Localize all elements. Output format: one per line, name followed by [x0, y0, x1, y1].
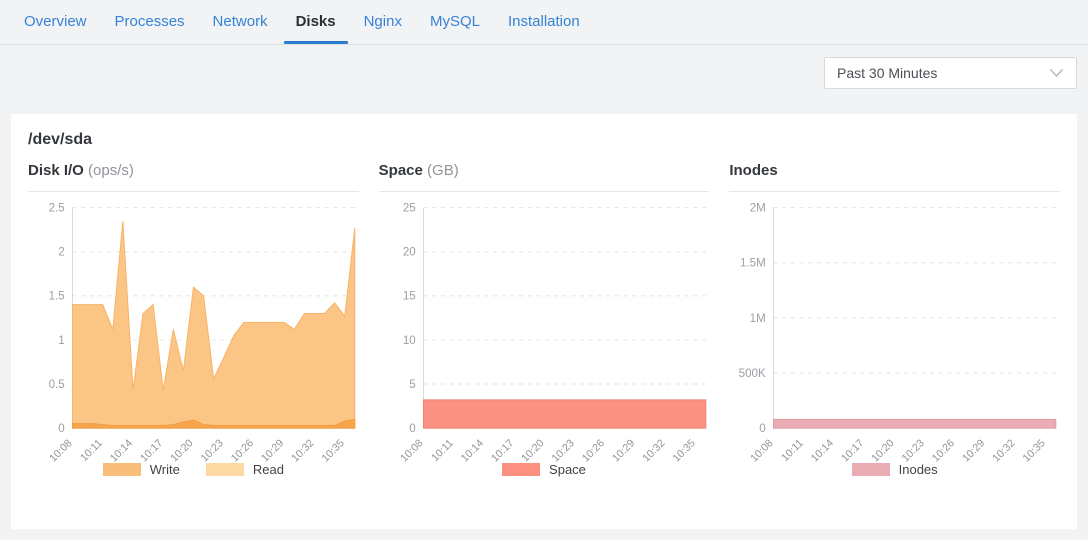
legend-item-read: Read — [205, 462, 284, 478]
svg-text:10:11: 10:11 — [779, 437, 806, 464]
svg-text:10:35: 10:35 — [320, 437, 347, 464]
svg-text:10:20: 10:20 — [519, 437, 546, 464]
legend-item-inodes: Inodes — [851, 462, 938, 478]
disk-io-chart: 00.511.522.510:08 10:11 10:14 10:17 10:20 10:… — [47, 202, 356, 464]
chevron-down-icon — [1049, 68, 1064, 78]
chart-unit: (ops/s) — [88, 162, 134, 179]
legend-swatch-write — [102, 463, 141, 477]
tab-processes[interactable]: Processes — [114, 13, 185, 30]
svg-text:20: 20 — [402, 246, 415, 259]
svg-text:0.5: 0.5 — [49, 378, 65, 391]
svg-text:10:08: 10:08 — [398, 437, 425, 464]
chart-panels: Disk I/O (ops/s) 0 0.5 1 1.5 2 2.5 10:08 10:11 1… — [28, 162, 1060, 477]
tab-disks[interactable]: Disks — [282, 0, 350, 44]
toolbar: Past 30 Minutes — [0, 45, 1088, 89]
time-range-select[interactable]: Past 30 Minutes — [824, 57, 1077, 89]
tab-installation[interactable]: Installation — [507, 13, 580, 30]
svg-text:0: 0 — [58, 422, 64, 435]
svg-text:10:26: 10:26 — [930, 437, 957, 464]
device-card: /dev/sda Disk I/O (ops/s) 0 0.5 1 1.5 2 2.5 10… — [11, 114, 1077, 529]
tab-bar: Overview Processes Network Disks Nginx MySQL I… — [0, 0, 1088, 45]
svg-text:1.5M: 1.5M — [740, 257, 766, 270]
svg-text:10:26: 10:26 — [579, 437, 606, 464]
svg-text:10:14: 10:14 — [458, 437, 485, 464]
svg-text:500K: 500K — [739, 367, 766, 380]
svg-text:10:29: 10:29 — [259, 437, 286, 464]
chart-unit: (GB) — [427, 162, 459, 179]
chart-title: Inodes — [729, 162, 778, 179]
svg-text:10:32: 10:32 — [991, 437, 1018, 464]
chart-panel-disk-io: Disk I/O (ops/s) 0 0.5 1 1.5 2 2.5 10:08 10:11 1… — [28, 162, 359, 477]
chart-panel-space: Space (GB) 0 5 10 15 20 25 10:08 10:11 10:14 10:1… — [378, 162, 710, 477]
legend-label: Inodes — [898, 462, 938, 478]
svg-text:10:17: 10:17 — [839, 437, 866, 464]
svg-text:1M: 1M — [750, 312, 766, 325]
tab-nginx[interactable]: Nginx — [363, 13, 402, 30]
svg-text:1.5: 1.5 — [49, 290, 65, 303]
legend-item-write: Write — [102, 462, 180, 478]
svg-text:10:17: 10:17 — [138, 437, 165, 464]
panel-title: Disk I/O (ops/s) — [28, 162, 359, 192]
panel-title: Space (GB) — [378, 162, 710, 192]
chart-title: Disk I/O — [28, 162, 84, 179]
chart-title: Space — [378, 162, 423, 179]
chart-panel-inodes: Inodes 0 500K 1M 1.5M 2M 10:08 10:11 10:14 10:17… — [729, 162, 1060, 477]
legend-swatch-read — [205, 463, 244, 477]
tab-mysql[interactable]: MySQL — [429, 13, 480, 30]
tab-overview[interactable]: Overview — [24, 13, 87, 30]
legend-swatch-space — [502, 463, 541, 477]
svg-text:10:35: 10:35 — [1021, 437, 1048, 464]
svg-text:0: 0 — [760, 422, 766, 435]
svg-text:25: 25 — [402, 202, 415, 215]
time-range-value: Past 30 Minutes — [837, 65, 938, 81]
svg-text:10:32: 10:32 — [289, 437, 316, 464]
svg-text:10:35: 10:35 — [670, 437, 697, 464]
svg-text:0: 0 — [409, 422, 415, 435]
svg-text:10:20: 10:20 — [870, 437, 897, 464]
svg-text:10:23: 10:23 — [900, 437, 927, 464]
svg-text:15: 15 — [402, 290, 415, 303]
svg-text:1: 1 — [58, 334, 64, 347]
svg-text:10:17: 10:17 — [489, 437, 516, 464]
svg-text:10:23: 10:23 — [549, 437, 576, 464]
legend-label: Space — [549, 462, 586, 478]
panel-title: Inodes — [729, 162, 1060, 192]
svg-text:10:14: 10:14 — [108, 437, 135, 464]
disk-io-legend: Write Read — [28, 462, 359, 477]
svg-text:2: 2 — [58, 246, 64, 259]
legend-label: Write — [149, 462, 180, 478]
device-title: /dev/sda — [28, 131, 93, 148]
svg-text:10:23: 10:23 — [199, 437, 226, 464]
svg-text:10:32: 10:32 — [640, 437, 667, 464]
svg-text:10:20: 10:20 — [168, 437, 195, 464]
svg-text:10: 10 — [402, 334, 415, 347]
svg-text:10:08: 10:08 — [47, 437, 74, 464]
svg-text:10:26: 10:26 — [229, 437, 256, 464]
svg-text:2.5: 2.5 — [49, 202, 65, 215]
svg-text:10:29: 10:29 — [960, 437, 987, 464]
svg-text:5: 5 — [409, 378, 415, 391]
svg-text:10:11: 10:11 — [429, 437, 456, 464]
legend-item-space: Space — [502, 462, 586, 477]
legend-label: Read — [252, 462, 284, 478]
tab-network[interactable]: Network — [212, 13, 268, 30]
legend-swatch-inodes — [851, 463, 890, 477]
svg-text:10:11: 10:11 — [78, 437, 105, 464]
inodes-legend: Inodes — [729, 462, 1060, 477]
space-legend: Space — [379, 462, 710, 477]
svg-text:10:14: 10:14 — [809, 437, 836, 464]
svg-text:10:29: 10:29 — [610, 437, 637, 464]
space-chart: 0 5 10 15 20 25 10:08 10:11 10:14 10:17 10:20 10:23… — [398, 202, 706, 465]
svg-text:10:08: 10:08 — [749, 437, 776, 464]
svg-text:2M: 2M — [750, 202, 766, 215]
